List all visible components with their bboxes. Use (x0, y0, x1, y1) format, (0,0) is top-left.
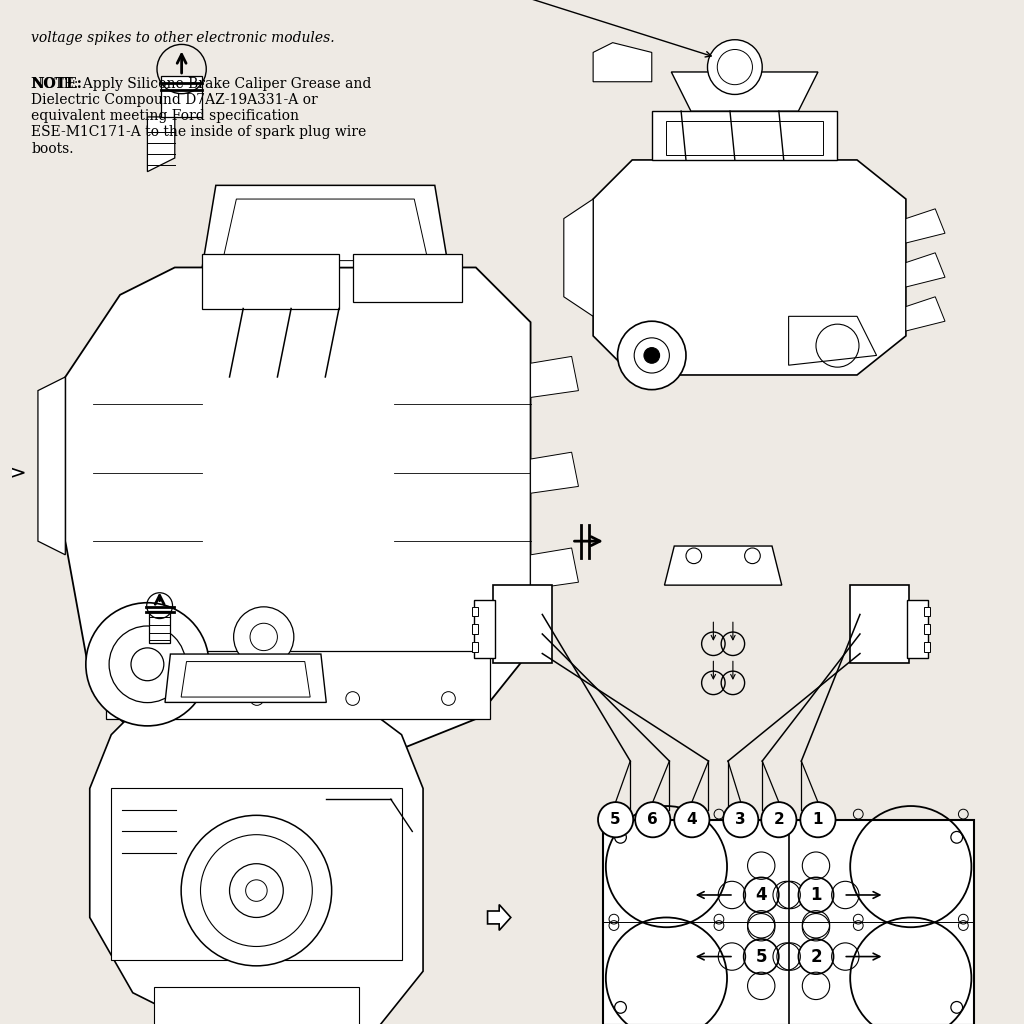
Text: voltage spikes to other electronic modules.: voltage spikes to other electronic modul… (31, 31, 335, 45)
Polygon shape (352, 254, 462, 302)
Polygon shape (181, 662, 310, 697)
Polygon shape (66, 267, 530, 774)
Polygon shape (222, 199, 428, 261)
Polygon shape (906, 253, 945, 287)
Polygon shape (593, 160, 906, 375)
Polygon shape (530, 356, 579, 397)
Polygon shape (665, 546, 781, 585)
Polygon shape (672, 72, 818, 111)
Bar (474, 600, 496, 658)
Circle shape (723, 802, 759, 838)
Text: 4: 4 (686, 812, 697, 827)
Text: 4: 4 (756, 886, 767, 904)
Polygon shape (593, 43, 651, 82)
Text: 2: 2 (810, 947, 822, 966)
Circle shape (799, 939, 834, 974)
Polygon shape (155, 987, 358, 1024)
Polygon shape (112, 788, 401, 961)
Polygon shape (530, 453, 579, 494)
Polygon shape (106, 650, 489, 719)
Polygon shape (788, 316, 877, 366)
Bar (603, 820, 974, 1024)
Circle shape (617, 322, 686, 390)
Circle shape (743, 939, 779, 974)
Bar (925, 642, 931, 651)
Circle shape (799, 878, 834, 912)
Polygon shape (165, 654, 327, 702)
Circle shape (181, 815, 332, 966)
Bar (907, 600, 929, 658)
Text: 2: 2 (773, 812, 784, 827)
Bar (472, 625, 478, 634)
Circle shape (229, 863, 284, 918)
Text: NOTE:: NOTE: (31, 77, 82, 91)
Circle shape (708, 40, 762, 94)
Circle shape (644, 347, 659, 364)
Circle shape (761, 802, 797, 838)
Text: NOTE: Apply Silicone Brake Caliper Grease and
Dielectric Compound D7AZ-19A331-A : NOTE: Apply Silicone Brake Caliper Greas… (31, 77, 372, 156)
Text: 1: 1 (813, 812, 823, 827)
Polygon shape (161, 76, 202, 117)
Circle shape (674, 802, 710, 838)
Polygon shape (202, 254, 339, 308)
Polygon shape (0, 454, 25, 492)
Polygon shape (148, 611, 170, 643)
Circle shape (233, 607, 294, 667)
Polygon shape (530, 548, 579, 589)
Circle shape (598, 802, 633, 838)
Polygon shape (651, 111, 838, 160)
Polygon shape (90, 702, 423, 1024)
Polygon shape (147, 117, 175, 172)
Polygon shape (494, 585, 552, 664)
Circle shape (131, 648, 164, 681)
Circle shape (635, 802, 671, 838)
Bar (925, 606, 931, 616)
Polygon shape (564, 199, 593, 316)
Bar (472, 642, 478, 651)
Polygon shape (850, 585, 909, 664)
Circle shape (86, 603, 209, 726)
Polygon shape (667, 121, 823, 155)
Polygon shape (906, 297, 945, 331)
Text: 1: 1 (810, 886, 821, 904)
Circle shape (743, 878, 779, 912)
Text: 5: 5 (756, 947, 767, 966)
Text: 3: 3 (735, 812, 746, 827)
Polygon shape (487, 904, 511, 931)
Polygon shape (38, 377, 66, 555)
Circle shape (801, 802, 836, 838)
Polygon shape (906, 209, 945, 243)
Bar (472, 606, 478, 616)
Bar (925, 625, 931, 634)
Polygon shape (202, 185, 449, 267)
Text: 6: 6 (647, 812, 658, 827)
Text: 5: 5 (610, 812, 621, 827)
